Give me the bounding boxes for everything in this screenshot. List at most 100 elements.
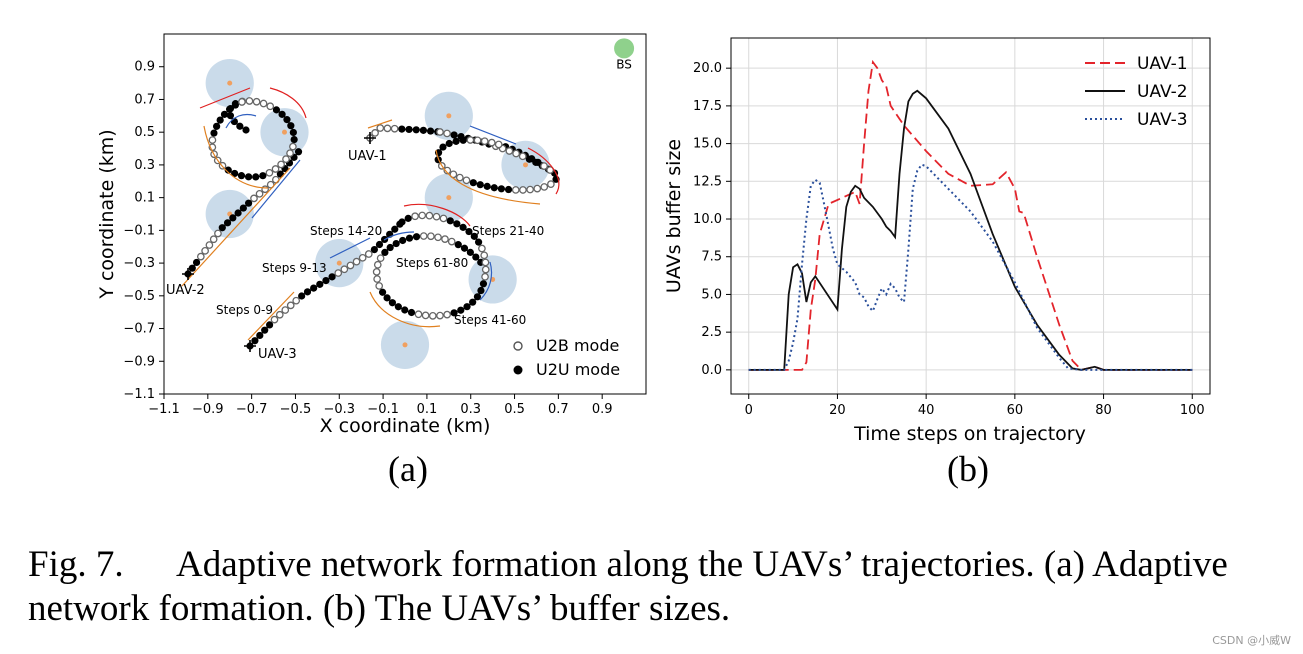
uav2-direction-arrow-orange bbox=[203, 125, 269, 189]
u2u-marker bbox=[405, 125, 413, 134]
u2u-marker bbox=[446, 217, 454, 225]
u2b-marker bbox=[376, 254, 385, 263]
uav3-loop-arrow-blue-2 bbox=[479, 261, 493, 301]
u2u-marker bbox=[370, 246, 378, 254]
u2b-marker bbox=[421, 311, 430, 320]
y-tick-label: 0.9 bbox=[134, 60, 155, 75]
legend-label: UAV-2 bbox=[1137, 82, 1188, 102]
u2b-marker bbox=[265, 168, 274, 177]
caption-line-1: Adaptive network formation along the UAV… bbox=[176, 544, 1228, 585]
u2u-marker bbox=[216, 116, 224, 124]
u2b-marker bbox=[428, 312, 437, 320]
uav-start-cross bbox=[244, 340, 256, 352]
u2u-marker bbox=[310, 284, 318, 292]
u2u-marker bbox=[245, 199, 253, 207]
u2b-markers bbox=[196, 97, 555, 324]
u2u-marker bbox=[328, 273, 336, 281]
u2u-marker bbox=[399, 236, 407, 245]
u2b-marker bbox=[540, 183, 549, 191]
u2b-marker bbox=[390, 124, 399, 133]
u2b-marker bbox=[443, 129, 451, 138]
legend-a: U2B mode U2U mode bbox=[513, 336, 620, 379]
uav1-path-arrow-blue bbox=[469, 125, 517, 145]
step-label: Steps 21-40 bbox=[472, 224, 544, 238]
u2u-marker bbox=[261, 326, 269, 334]
uav1-loop-arrow-red bbox=[527, 147, 560, 195]
u2b-marker bbox=[441, 235, 449, 243]
u2u-marker bbox=[463, 303, 471, 311]
uav1-path-arrow-orange bbox=[367, 119, 393, 129]
u2u-marker bbox=[386, 243, 394, 252]
u2b-marker bbox=[214, 229, 222, 238]
u2b-marker bbox=[371, 129, 379, 137]
u2u-marker bbox=[391, 225, 399, 233]
u2b-marker bbox=[252, 97, 261, 106]
y-tick-label: −1.1 bbox=[123, 387, 155, 402]
u2u-marker bbox=[192, 258, 201, 267]
u2u-marker bbox=[259, 172, 267, 180]
y-tick-label: 0.1 bbox=[134, 191, 155, 206]
uav2-direction-arrow-blue bbox=[225, 113, 257, 129]
u2b-marker bbox=[261, 185, 269, 194]
u2u-marker bbox=[469, 298, 477, 306]
ground-node bbox=[523, 162, 528, 168]
u2u-marker bbox=[398, 125, 406, 133]
series-line-uav-1 bbox=[748, 59, 1193, 371]
u2u-marker bbox=[497, 185, 505, 193]
series-lines bbox=[748, 59, 1193, 371]
u2u-marker bbox=[534, 158, 542, 166]
uav-start-cross bbox=[364, 132, 376, 144]
u2b-marker bbox=[526, 185, 534, 194]
legend-u2b-label: U2B mode bbox=[536, 336, 619, 355]
u2u-marker bbox=[223, 219, 232, 227]
u2b-marker bbox=[434, 233, 442, 242]
u2b-marker bbox=[292, 296, 301, 305]
direction-arrows bbox=[181, 87, 560, 341]
u2u-marker bbox=[394, 303, 402, 311]
u2b-marker bbox=[270, 315, 279, 324]
y-tick-label: 20.0 bbox=[693, 61, 722, 76]
u2b-marker bbox=[425, 211, 434, 220]
u2b-marker bbox=[286, 301, 295, 310]
axes-b: 0 20 40 60 80 100 0.0 2.5 5.0 7.5 10.0 12.5 15.0 17.5… bbox=[693, 61, 1205, 418]
u2u-marker bbox=[466, 248, 474, 256]
x-tick-label: 0.7 bbox=[548, 402, 569, 417]
u2u-marker bbox=[479, 280, 488, 288]
annotations: UAV-1 UAV-2 UAV-3 Steps 0-9 Steps 9-13 Steps … bbox=[166, 132, 544, 362]
u2b-marker bbox=[352, 257, 361, 266]
y-tick-label: 7.5 bbox=[701, 250, 722, 265]
u2b-marker bbox=[432, 212, 441, 221]
y-tick-label: −0.3 bbox=[123, 256, 155, 271]
base-station-label: BS bbox=[616, 57, 632, 71]
u2u-marker bbox=[287, 122, 295, 130]
u2u-marker bbox=[477, 286, 485, 295]
y-tick-label: 17.5 bbox=[693, 99, 722, 114]
y-tick-label: −0.5 bbox=[123, 289, 155, 304]
u2u-marker bbox=[426, 127, 435, 135]
y-tick-label: −0.9 bbox=[123, 354, 155, 369]
x-tick-label: −0.3 bbox=[323, 402, 355, 417]
x-tick-label: −0.7 bbox=[236, 402, 268, 417]
panel-b: 0 20 40 60 80 100 0.0 2.5 5.0 7.5 10.0 12.5 15.0 17.5… bbox=[663, 37, 1211, 489]
u2u-marker bbox=[404, 214, 412, 222]
u2u-marker bbox=[231, 169, 239, 178]
uav3-loop-arrow-orange bbox=[369, 291, 441, 328]
u2u-marker bbox=[473, 293, 482, 301]
u2u-marker bbox=[465, 227, 473, 236]
u2u-marker bbox=[251, 337, 259, 345]
y-tick-label: 0.7 bbox=[134, 92, 155, 107]
u2u-marker bbox=[256, 331, 264, 340]
u2b-marker bbox=[481, 272, 489, 281]
u2u-marker bbox=[401, 306, 409, 314]
u2u-marker bbox=[242, 126, 250, 134]
u2b-marker bbox=[373, 275, 381, 283]
caption-label: Fig. 7. bbox=[28, 544, 124, 585]
u2u-marker bbox=[453, 220, 461, 228]
u2u-marker bbox=[452, 137, 460, 145]
u2b-marker bbox=[208, 136, 217, 144]
uav3-loop-arrow-blue bbox=[383, 231, 415, 241]
base-station bbox=[614, 38, 635, 59]
x-tick-label: −0.9 bbox=[192, 402, 224, 417]
u2b-marker bbox=[271, 165, 280, 173]
y-tick-label: −0.7 bbox=[123, 322, 155, 337]
